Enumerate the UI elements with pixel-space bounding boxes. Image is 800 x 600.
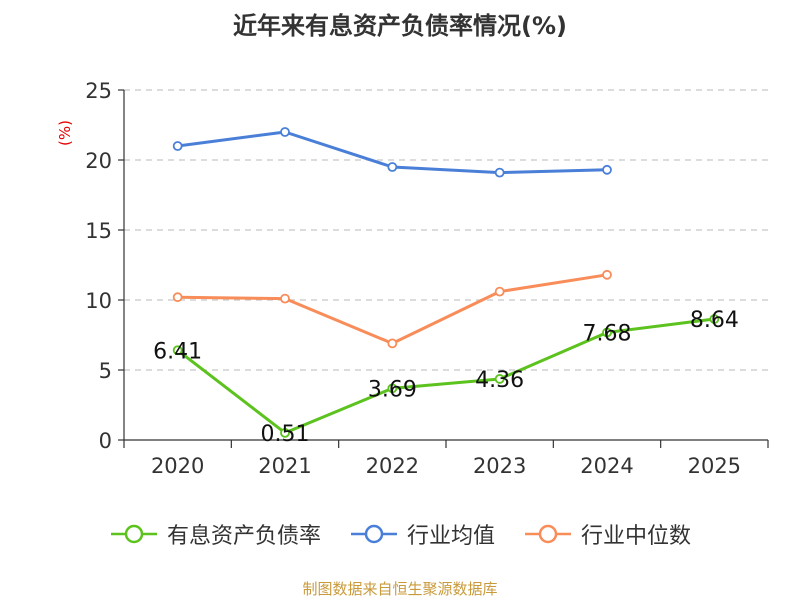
series-2-point-2022 [387, 338, 398, 349]
series-2-point-2024 [602, 269, 612, 280]
x-tick-label-2023: 2023 [473, 454, 526, 478]
y-tick-label-15: 15 [85, 219, 112, 243]
series-1-point-2021 [280, 127, 290, 137]
legend-marker-debt-ratio-icon [110, 524, 157, 544]
y-tick-label-10: 10 [85, 289, 112, 313]
legend-item-debt-ratio[interactable]: 有息资产负债率 [109, 518, 321, 550]
legend-item-industry-mean[interactable]: 行业均值 [349, 518, 495, 550]
x-tick-label-2025: 2025 [688, 454, 741, 478]
legend-label-debt-ratio: 有息资产负债率 [166, 524, 321, 549]
chart-title: 近年来有息资产负债率情况(%) [233, 12, 567, 40]
series-1-point-2023 [494, 167, 505, 178]
series-1-point-2020 [172, 141, 183, 151]
series-2-point-2021 [280, 293, 290, 304]
series-2-point-2023 [494, 286, 505, 297]
series-0-point-2024 [602, 327, 612, 338]
y-tick-label-5: 5 [99, 359, 112, 383]
data-source-note: 制图数据来自恒生聚源数据库 [302, 580, 498, 598]
series-2-point-2020 [172, 292, 183, 303]
y-tick-label-25: 25 [85, 79, 112, 103]
data-label-2023: 4.36 [475, 368, 524, 393]
x-tick-label-2024: 2024 [580, 454, 633, 478]
legend-label-industry-mean: 行业均值 [406, 524, 495, 549]
series-line-2 [177, 273, 608, 345]
data-label-2022: 3.69 [368, 377, 417, 402]
x-tick-label-2022: 2022 [366, 454, 419, 478]
legend-label-industry-median: 行业中位数 [581, 524, 692, 549]
series-1-point-2024 [602, 164, 612, 175]
data-label-2021: 0.51 [261, 422, 310, 447]
series-0-point-2021 [280, 427, 290, 438]
series-0-point-2022 [387, 383, 398, 394]
series-0-point-2020 [172, 345, 183, 356]
y-tick-label-20: 20 [85, 149, 112, 173]
legend-marker-industry-median-icon [525, 524, 571, 544]
series-0-point-2025 [709, 314, 720, 324]
x-tick-label-2021: 2021 [258, 454, 311, 478]
legend-marker-industry-mean-icon [350, 524, 397, 544]
series-line-0 [176, 317, 715, 435]
x-tick-label-2020: 2020 [151, 454, 204, 478]
y-tick-label-0: 0 [99, 429, 112, 453]
legend: 有息资产负债率 行业均值 行业中位数 [0, 518, 800, 550]
data-label-2025: 8.64 [690, 308, 739, 333]
legend-item-industry-median[interactable]: 行业中位数 [523, 518, 691, 550]
data-label-2020: 6.41 [153, 339, 202, 364]
series-0-point-2023 [494, 374, 505, 384]
series-1-point-2022 [387, 162, 398, 172]
data-label-2024: 7.68 [583, 321, 632, 346]
